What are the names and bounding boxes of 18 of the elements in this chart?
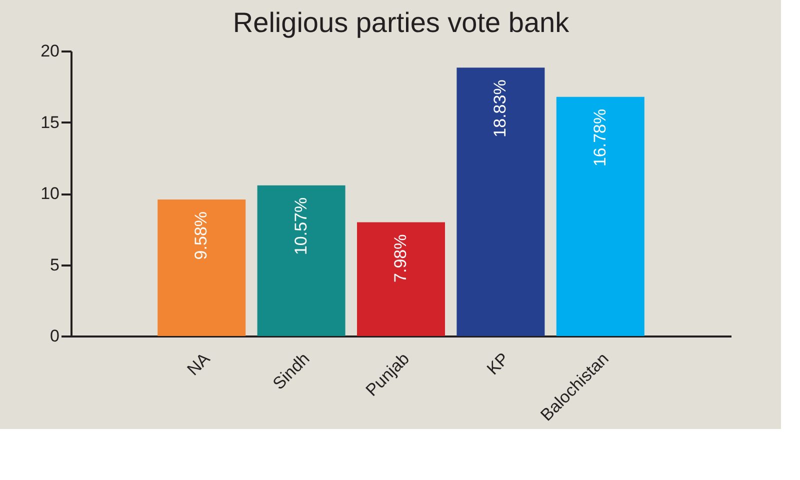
bar <box>456 68 545 336</box>
bar <box>158 199 246 336</box>
data-label: 18.83% <box>490 80 510 138</box>
bar <box>257 185 346 336</box>
y-tick-label: 5 <box>50 255 60 274</box>
data-label: 9.58% <box>192 211 211 260</box>
x-tick-label: KP <box>483 349 513 379</box>
y-tick-label: 10 <box>40 184 60 203</box>
data-label: 10.57% <box>291 197 310 256</box>
chart-title: Religious parties vote bank <box>232 7 570 38</box>
x-tick-label: NA <box>183 348 214 380</box>
y-tick-label: 15 <box>40 112 60 132</box>
data-label: 16.78% <box>590 108 610 167</box>
data-label: 7.98% <box>391 234 410 282</box>
y-tick-label: 20 <box>40 42 60 60</box>
bar <box>556 96 644 336</box>
bar <box>357 222 445 336</box>
y-tick-label: 0 <box>50 326 60 346</box>
